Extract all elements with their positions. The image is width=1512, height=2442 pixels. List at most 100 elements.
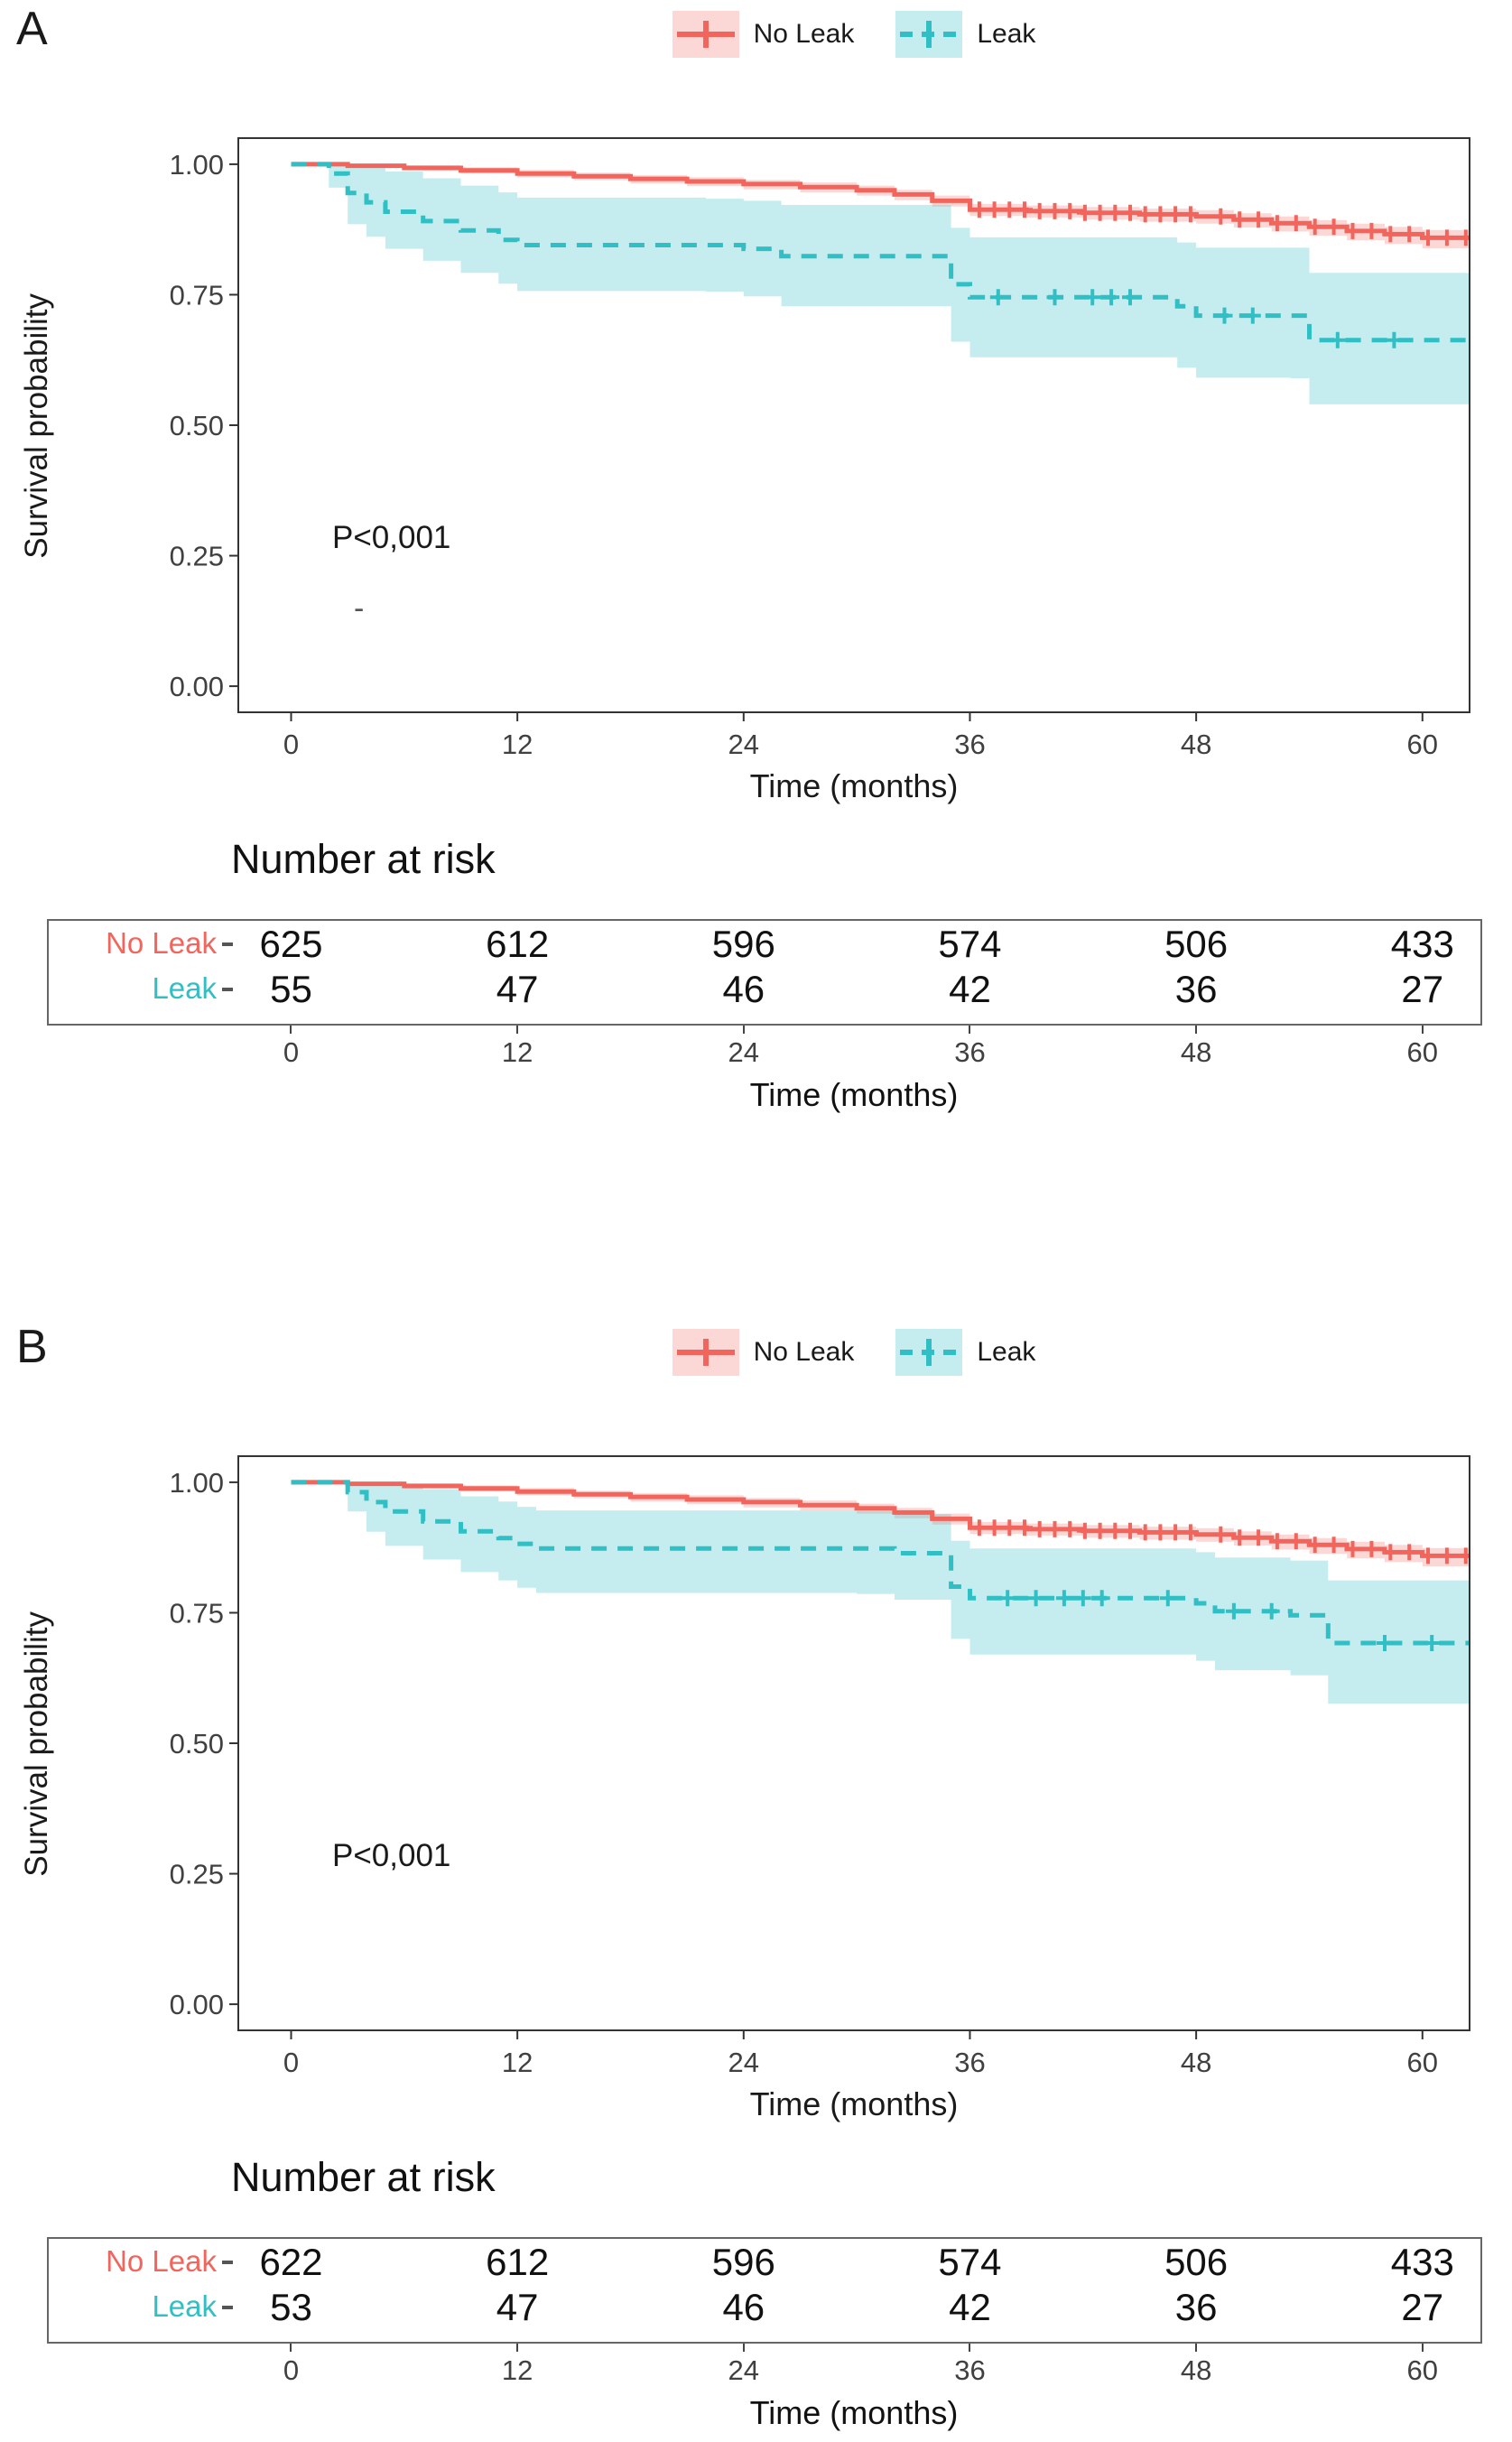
risk-axis-tick	[969, 1026, 971, 1034]
legend: No Leak Leak	[238, 1327, 1470, 1378]
risk-axis-tick-label: 24	[728, 2354, 760, 2386]
risk-axis-tick	[290, 1026, 292, 1034]
risk-count: 27	[1401, 968, 1444, 1010]
y-axis-tick-label: 0.50	[170, 1728, 224, 1760]
x-axis-tick-label: 24	[728, 729, 759, 760]
plot-layers	[291, 162, 1470, 404]
x-axis-tick-label: 36	[954, 2047, 985, 2078]
legend-item-leak: Leak	[895, 11, 1035, 58]
risk-axis-tick	[516, 2344, 519, 2352]
risk-axis-tick	[742, 2344, 745, 2352]
y-axis-tick-label: 0.75	[170, 1597, 224, 1629]
km-plot: 0 12 24 36 48 60 0.00 0.25 0.50 0.75 1.00	[170, 1455, 1470, 2078]
risk-axis-tick-label: 60	[1406, 1036, 1439, 1068]
y-axis-tick-label: 0.25	[170, 541, 224, 572]
risk-axis-tick	[1421, 1026, 1424, 1034]
risk-axis-tick	[742, 1026, 745, 1034]
risk-row-tick-no-leak	[222, 942, 233, 946]
legend: No Leak Leak	[238, 9, 1470, 60]
risk-count: 36	[1174, 968, 1218, 1010]
plot-layers	[291, 1480, 1470, 1704]
survival-curve-leak	[291, 162, 1470, 343]
y-axis-tick-label: 0.00	[170, 1989, 224, 2020]
leak-key-icon	[895, 11, 963, 58]
confidence-band-leak	[291, 1481, 1470, 1704]
x-axis-tick-label: 48	[1181, 2047, 1211, 2078]
y-axis-tick-label: 0.75	[170, 279, 224, 311]
confidence-band-leak	[291, 163, 1470, 404]
risk-row-label-no-leak: No Leak	[106, 2244, 217, 2278]
risk-axis-tick-label: 36	[954, 2354, 986, 2386]
x-axis-tick-label: 48	[1181, 729, 1211, 760]
x-axis-tick-label: 60	[1407, 729, 1438, 760]
censor-marks-leak	[989, 289, 1403, 348]
no-leak-key-icon	[672, 11, 739, 58]
legend-label-leak: Leak	[977, 19, 1036, 49]
y-axis-tick-label: 0.25	[170, 1859, 224, 1890]
risk-count: 42	[949, 968, 991, 1010]
risk-axis-tick	[516, 1026, 519, 1034]
legend-item-no-leak: No Leak	[672, 11, 855, 58]
leak-key-plus	[926, 1339, 932, 1366]
x-axis-tick-label: 0	[283, 729, 299, 760]
risk-axis-tick	[969, 2344, 971, 2352]
risk-count: 36	[1174, 2286, 1218, 2328]
risk-row-tick-leak	[222, 988, 233, 991]
risk-count: 625	[259, 923, 323, 965]
confidence-band-no_leak	[291, 163, 1470, 248]
no-leak-key-plus	[702, 21, 709, 48]
risk-axis-tick-label: 0	[283, 2354, 300, 2386]
stray-mark: -	[354, 591, 365, 626]
risk-row-tick-leak	[222, 2306, 233, 2309]
legend-item-no-leak: No Leak	[672, 1329, 854, 1376]
leak-key-icon	[895, 1329, 963, 1376]
legend-item-leak: Leak	[895, 1329, 1035, 1376]
confidence-band-no_leak	[291, 1481, 1470, 1566]
risk-count: 612	[486, 923, 550, 965]
no-leak-key-plus	[702, 1339, 709, 1366]
risk-axis-tick-label: 12	[501, 2354, 533, 2386]
risk-count: 47	[496, 2286, 539, 2328]
risk-axis-tick	[1421, 2344, 1424, 2352]
x-axis-tick-label: 12	[502, 2047, 533, 2078]
risk-table-title: Number at risk	[231, 836, 496, 882]
risk-row-tick-no-leak	[222, 2261, 233, 2264]
risk-x-axis-title: Time (months)	[749, 1076, 959, 1113]
y-axis-tick-label: 0.50	[170, 410, 224, 441]
x-axis-tick-label: 60	[1407, 2047, 1438, 2078]
panel-b: B No Leak Leak Survival probability 0 12 2…	[0, 1318, 1512, 2442]
risk-count: 27	[1401, 2286, 1444, 2328]
y-axis-tick-label: 0.00	[170, 671, 224, 702]
risk-axis-tick-label: 0	[283, 1036, 300, 1068]
risk-table-box	[47, 919, 1482, 1026]
risk-count: 612	[486, 2241, 550, 2283]
risk-table-box	[47, 2237, 1482, 2344]
risk-axis-tick-label: 48	[1180, 1036, 1212, 1068]
x-axis-tick-label: 12	[502, 729, 533, 760]
risk-axis-tick-label: 48	[1180, 2354, 1212, 2386]
p-value: P<0,001	[332, 1838, 451, 1873]
risk-axis-tick-label: 60	[1406, 2354, 1439, 2386]
risk-row-label-leak: Leak	[152, 2289, 217, 2323]
leak-key-plus	[926, 21, 932, 48]
risk-row-label-leak: Leak	[152, 971, 217, 1005]
risk-count: 55	[270, 968, 312, 1010]
risk-row-label-no-leak: No Leak	[106, 926, 217, 960]
y-axis-tick-label: 1.00	[170, 149, 224, 181]
risk-count: 433	[1390, 2241, 1454, 2283]
risk-count: 506	[1164, 923, 1229, 965]
risk-axis-tick	[1195, 2344, 1198, 2352]
risk-count: 42	[949, 2286, 991, 2328]
censor-marks-no_leak	[970, 201, 1470, 246]
censor-marks-no_leak	[970, 1519, 1470, 1565]
risk-count: 46	[722, 2286, 765, 2328]
risk-count: 53	[270, 2286, 312, 2328]
risk-count: 47	[496, 968, 539, 1010]
legend-label-no-leak: No Leak	[753, 19, 855, 49]
x-axis-tick-label: 36	[954, 729, 985, 760]
legend-label-leak: Leak	[977, 1337, 1036, 1367]
x-axis-title: Time (months)	[749, 2085, 959, 2122]
risk-count: 433	[1390, 923, 1454, 965]
risk-axis-tick	[1195, 1026, 1198, 1034]
